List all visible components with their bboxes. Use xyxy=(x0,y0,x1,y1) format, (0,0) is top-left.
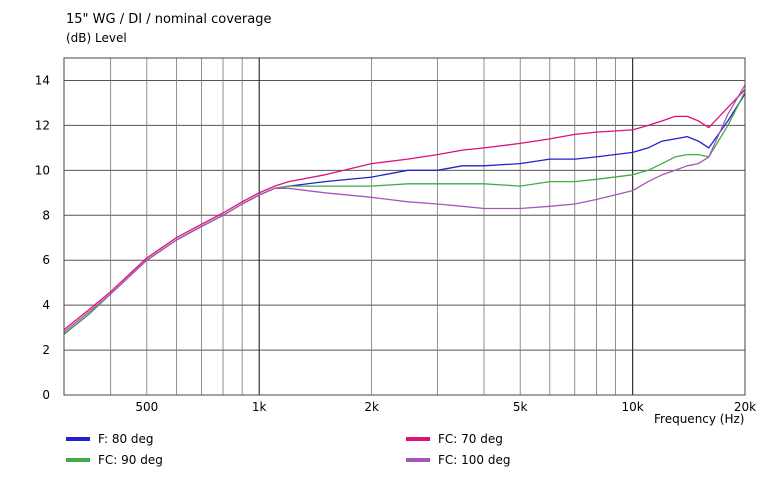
y-tick-label: 12 xyxy=(35,118,50,132)
series-line-fc-90-deg xyxy=(63,91,746,335)
legend-item-fc-70: FC: 70 deg xyxy=(406,432,503,446)
chart-title: 15" WG / DI / nominal coverage xyxy=(66,12,272,27)
legend-item-f-80: F: 80 deg xyxy=(66,432,154,446)
series-line-fc-70-deg xyxy=(63,89,746,331)
y-tick-label: 6 xyxy=(42,253,50,267)
x-axis-label: Frequency (Hz) xyxy=(654,412,745,426)
legend-item-fc-90: FC: 90 deg xyxy=(66,453,163,467)
x-tick-label: 10k xyxy=(621,400,643,414)
legend-label: FC: 90 deg xyxy=(98,453,163,467)
y-tick-label: 8 xyxy=(42,208,50,222)
x-tick-label: 2k xyxy=(364,400,379,414)
legend-swatch xyxy=(406,437,430,441)
series-lines xyxy=(63,84,746,335)
legend-swatch xyxy=(66,458,90,462)
y-tick-label: 4 xyxy=(42,298,50,312)
x-tick-label: 1k xyxy=(252,400,267,414)
y-tick-label: 10 xyxy=(35,163,50,177)
legend-label: FC: 70 deg xyxy=(438,432,503,446)
legend-swatch xyxy=(66,437,90,441)
tick-labels: 0 2 4 6 8 10 12 14 500 1k 2k 5k 10k 20k xyxy=(35,73,756,414)
series-line-fc-100-deg xyxy=(63,84,746,333)
y-axis-label: (dB) Level xyxy=(66,31,127,45)
y-tick-label: 2 xyxy=(42,343,50,357)
x-tick-label: 500 xyxy=(135,400,158,414)
y-tick-label: 0 xyxy=(42,388,50,402)
plot-frame xyxy=(63,57,746,396)
grid xyxy=(64,58,745,396)
x-tick-label: 20k xyxy=(734,400,756,414)
legend-item-fc-100: FC: 100 deg xyxy=(406,453,510,467)
legend-swatch xyxy=(406,458,430,462)
legend-label: F: 80 deg xyxy=(98,432,154,446)
series-line-f-80-deg xyxy=(63,93,746,335)
x-tick-label: 5k xyxy=(513,400,528,414)
legend-label: FC: 100 deg xyxy=(438,453,511,467)
y-tick-label: 14 xyxy=(35,73,50,87)
